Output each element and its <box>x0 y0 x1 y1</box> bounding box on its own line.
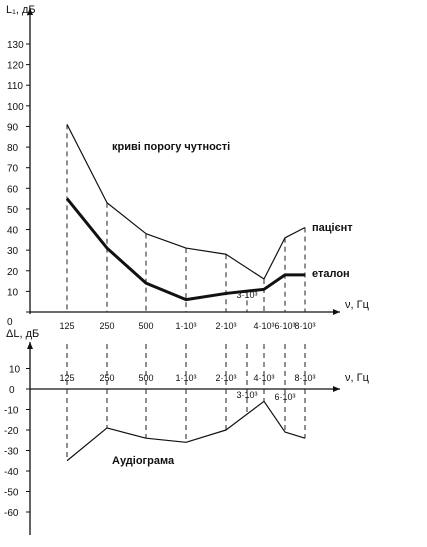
top-y-tick-label: 70 <box>7 164 19 175</box>
threshold-chart: L₁, дБ ν, Гц криві порогу чутності 130 12… <box>6 4 370 331</box>
bottom-y-axis-label: ΔL, дБ <box>6 328 39 340</box>
top-x-tick-label: 6·10³ <box>274 321 295 331</box>
top-x-tick-label: 250 <box>99 321 114 331</box>
top-x-tick-label: 125 <box>59 321 74 331</box>
bottom-y-tick-label: -40 <box>4 467 19 478</box>
bottom-x-tick-label: 6·10³ <box>274 392 295 402</box>
top-annotation: криві порогу чутності <box>112 141 230 153</box>
top-y-tick-label: 0 <box>7 317 13 328</box>
top-x-tick-label: 8·10³ <box>294 321 315 331</box>
bottom-x-tick-label: 8·10³ <box>294 373 315 383</box>
top-x-tick-label: 500 <box>138 321 153 331</box>
top-y-tick-label: 130 <box>7 40 24 51</box>
top-y-axis-label: L₁, дБ <box>6 4 36 16</box>
audiogram-curve <box>66 400 306 462</box>
reference-curve <box>65 197 305 302</box>
top-y-tick-label: 110 <box>7 81 23 92</box>
bottom-x-tick-label: 250 <box>99 373 114 383</box>
bottom-x-tick-label: 1·10³ <box>175 373 196 383</box>
bottom-y-tick-label: -20 <box>4 426 19 437</box>
top-x-tick-label: 2·10³ <box>215 321 236 331</box>
bottom-y-tick-label: -60 <box>4 508 19 519</box>
top-y-tick-label: 100 <box>7 102 24 113</box>
top-y-tick-label: 20 <box>7 267 19 278</box>
bottom-x-tick-label: 500 <box>138 373 153 383</box>
top-x-axis-label: ν, Гц <box>345 299 370 311</box>
bottom-y-tick-label: 10 <box>9 365 21 376</box>
bottom-x-tick-label: 3·10³ <box>236 390 257 400</box>
bottom-x-axis-label: ν, Гц <box>345 372 370 384</box>
bottom-y-tick-label: 0 <box>9 385 15 396</box>
patient-curve <box>66 124 306 280</box>
bottom-y-tick-label: -30 <box>4 447 19 458</box>
bottom-x-tick-label: 4·10³ <box>253 373 274 383</box>
top-x-tick-label: 4·10³ <box>253 321 274 331</box>
audiogram-label: Аудіограма <box>112 455 175 467</box>
top-y-tick-label: 40 <box>7 226 19 237</box>
top-y-tick-label: 10 <box>7 287 19 298</box>
top-y-tick-label: 60 <box>7 184 19 195</box>
patient-label: пацієнт <box>312 222 353 234</box>
reference-label: еталон <box>312 268 350 280</box>
top-x-tick-label: 1·10³ <box>175 321 196 331</box>
bottom-x-tick-label: 125 <box>59 373 74 383</box>
top-y-tick-label: 90 <box>7 122 19 133</box>
top-y-tick-label: 80 <box>7 143 19 154</box>
top-y-tick-label: 120 <box>7 61 24 72</box>
bottom-y-tick-label: -50 <box>4 488 19 499</box>
top-y-tick-label: 50 <box>7 205 19 216</box>
bottom-x-tick-label: 2·10³ <box>215 373 236 383</box>
top-y-tick-label: 30 <box>7 246 19 257</box>
bottom-y-tick-label: -10 <box>4 406 19 417</box>
audiogram-chart: ΔL, дБ ν, Гц 10 0 -10 -20 -30 -40 -50 -60 125 25… <box>4 328 370 535</box>
